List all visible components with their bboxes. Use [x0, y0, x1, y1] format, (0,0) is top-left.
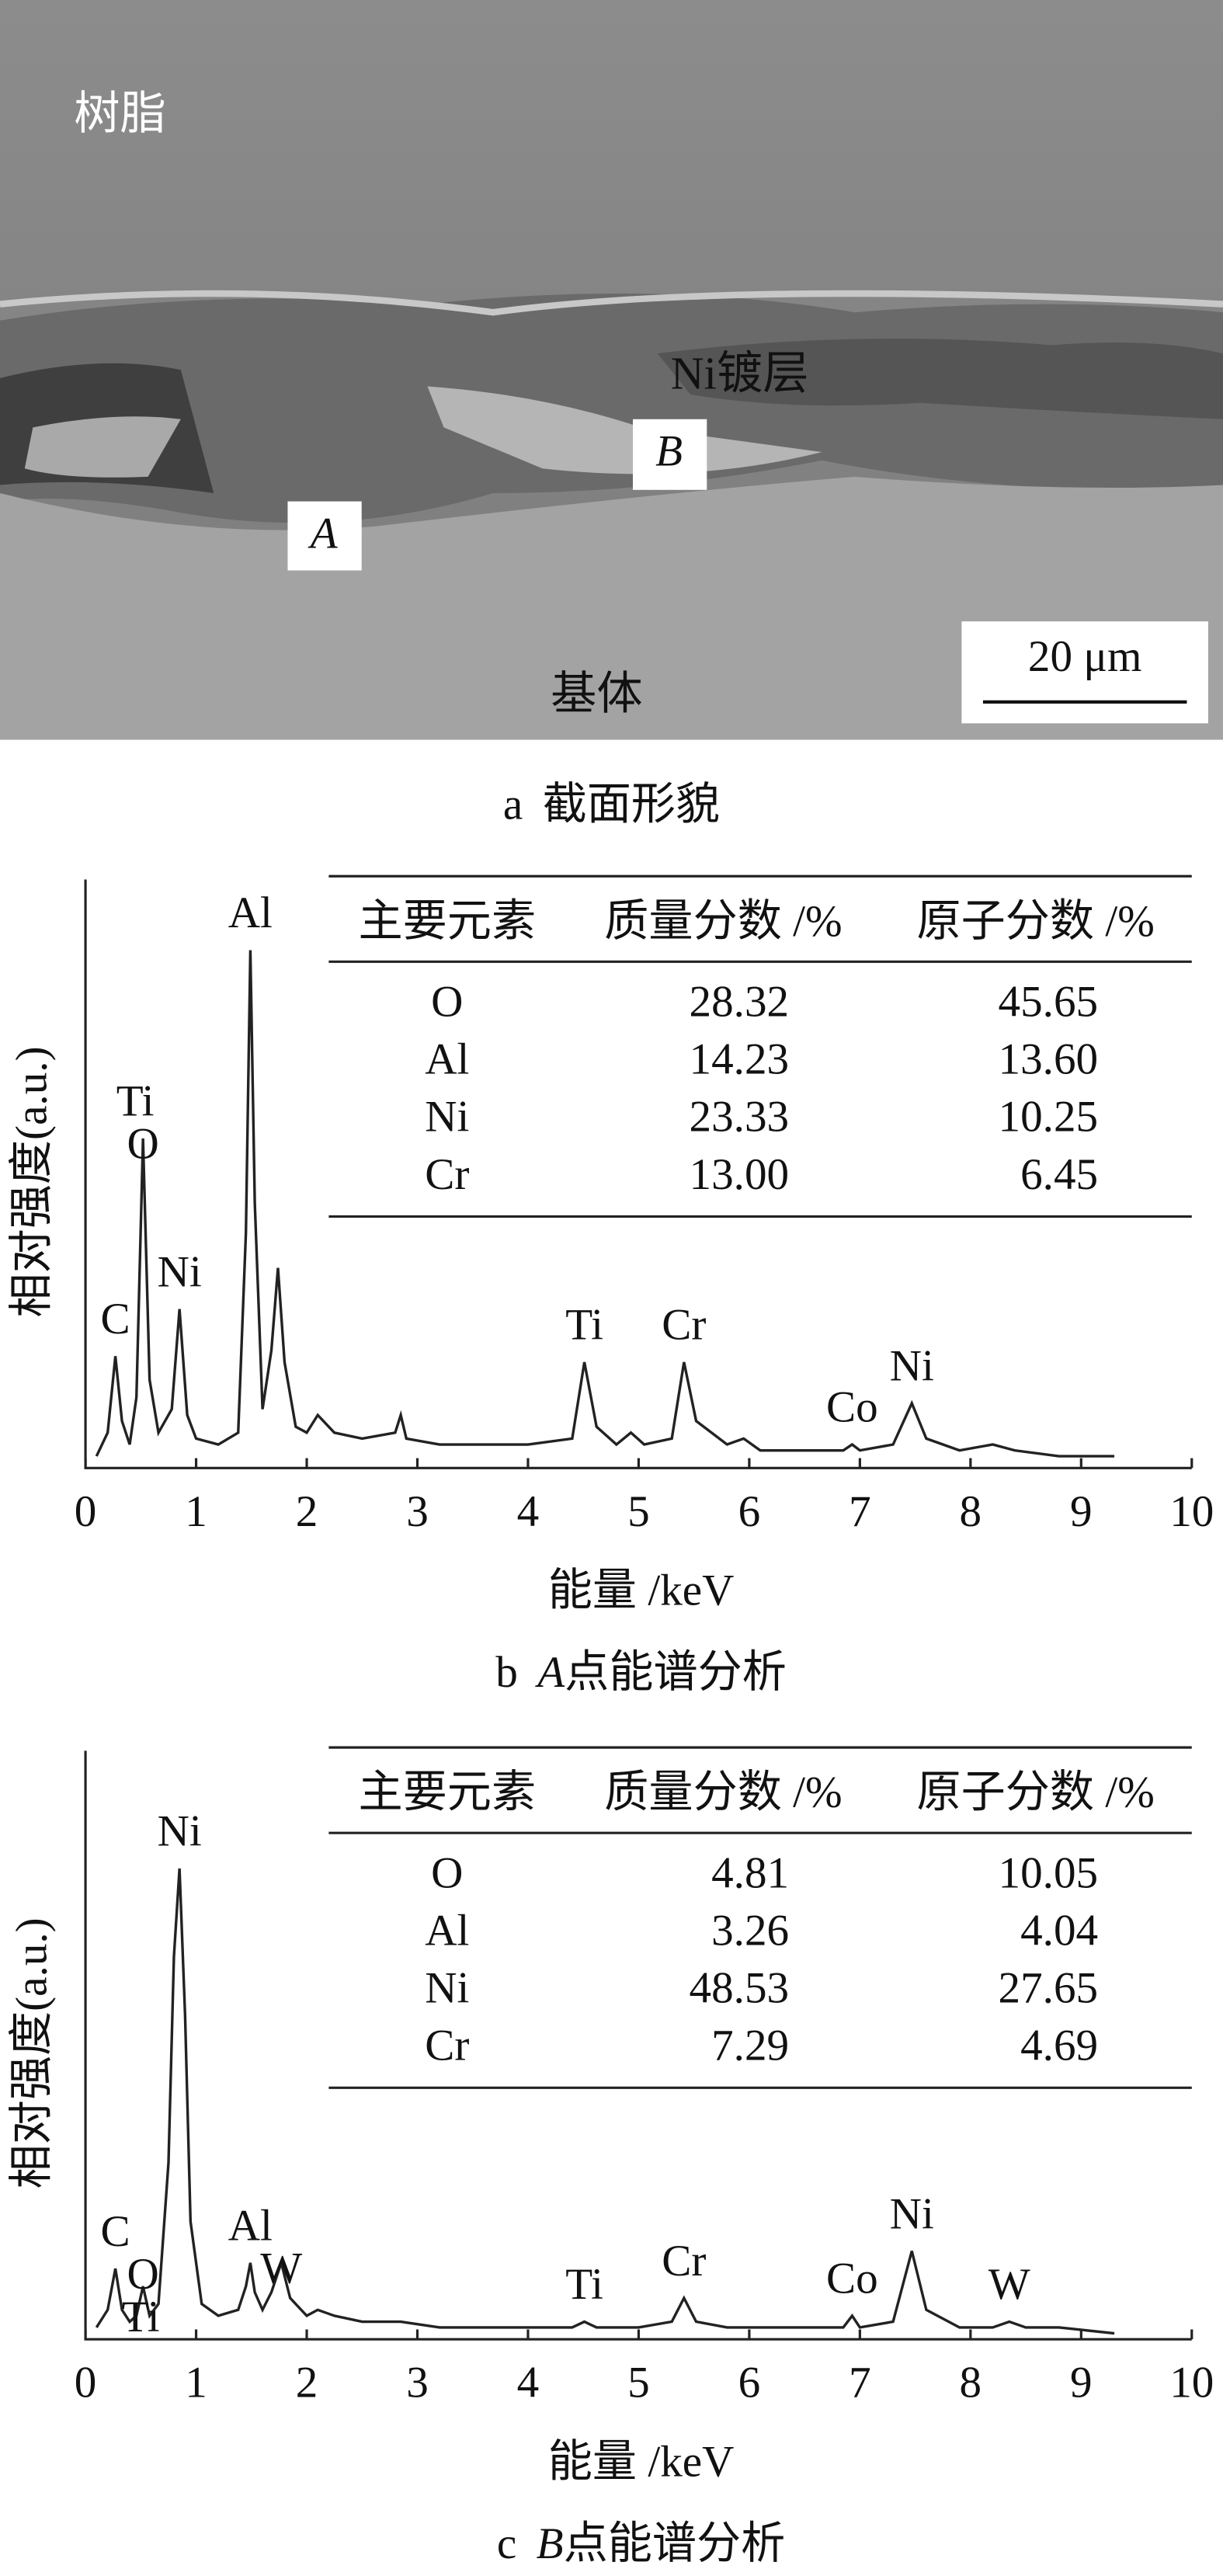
caption: b A点能谱分析 [495, 1648, 787, 1697]
x-tick-label: 9 [1070, 1487, 1093, 1536]
table-cell: 10.25 [999, 1093, 1099, 1142]
caption-text: 点能谱分析 [565, 1648, 787, 1697]
peak-label: Ni [158, 1807, 202, 1856]
peak-label: Ti [116, 1077, 155, 1126]
peak-label: C [100, 2207, 130, 2256]
spectrum [95, 1868, 1115, 2335]
x-tick-label: 10 [1169, 2359, 1214, 2407]
y-axis-label: 相对强度(a.u.) [8, 1046, 57, 1317]
x-tick-label: 0 [75, 1487, 97, 1536]
scale-bar-label: 20 μm [1028, 632, 1142, 681]
caption: a 截面形貌 [503, 780, 720, 829]
x-axis-label: 能量 /keV [548, 1566, 735, 1615]
peak-label: O [127, 2250, 159, 2299]
x-tick-label: 2 [296, 1487, 318, 1536]
caption: c B点能谱分析 [497, 2519, 785, 2568]
peak-label: W [260, 2244, 302, 2293]
table-header: 主要元素 [359, 897, 537, 946]
x-tick-label: 1 [185, 1487, 207, 1536]
peak-label: Ni [890, 2189, 934, 2238]
table-cell: 6.45 [1020, 1150, 1098, 1199]
peak-label: W [988, 2260, 1030, 2309]
peak-label: C [100, 1295, 130, 1344]
x-tick-label: 3 [406, 2359, 429, 2407]
spectrum [95, 950, 1115, 1458]
x-tick-label: 9 [1070, 2359, 1093, 2407]
coating-label: Ni镀层 [671, 347, 809, 398]
table-cell: Cr [425, 2022, 469, 2070]
caption-text: 点能谱分析 [564, 2519, 786, 2568]
caption-letter: c [497, 2519, 516, 2568]
table-cell: 3.26 [711, 1907, 789, 1955]
table-cell: 13.00 [690, 1150, 790, 1199]
table-cell: 4.69 [1020, 2022, 1098, 2070]
peak-label: Ti [565, 2260, 603, 2309]
peak-label: Ti [565, 1301, 603, 1350]
table-cell: 7.29 [711, 2022, 789, 2070]
x-tick-label: 8 [960, 1487, 982, 1536]
peak-label: Ni [890, 1342, 934, 1391]
peak-label: Cr [662, 1301, 706, 1350]
y-axis-label: 相对强度(a.u.) [8, 1917, 57, 2188]
table-header: 原子分数 /% [916, 1768, 1154, 1817]
x-tick-label: 1 [185, 2359, 207, 2407]
resin-label: 树脂 [74, 88, 166, 139]
x-tick-label: 6 [738, 1487, 761, 1536]
table-cell: 48.53 [690, 1964, 790, 2013]
caption-letter: b [495, 1648, 518, 1697]
peak-label: Co [826, 2254, 878, 2303]
x-tick-label: 8 [960, 2359, 982, 2407]
table-cell: 45.65 [999, 978, 1099, 1027]
x-axis-label: 能量 /keV [548, 2437, 735, 2486]
x-tick-label: 5 [627, 2359, 650, 2407]
table-cell: 28.32 [690, 978, 790, 1027]
x-tick-label: 4 [517, 2359, 540, 2407]
table-cell: 27.65 [999, 1964, 1099, 2013]
table-cell: 14.23 [690, 1035, 790, 1084]
peak-label: Cr [662, 2237, 706, 2286]
table-cell: O [431, 978, 463, 1027]
point-a-label: A [307, 509, 339, 558]
table-cell: Cr [425, 1150, 469, 1199]
table-cell: 4.04 [1020, 1907, 1098, 1955]
table-cell: Al [425, 1907, 469, 1955]
x-tick-label: 3 [406, 1487, 429, 1536]
table-header: 质量分数 /% [604, 897, 842, 946]
table-cell: Ni [425, 1093, 469, 1142]
table-cell: Al [425, 1035, 469, 1084]
x-tick-label: 5 [627, 1487, 650, 1536]
peak-label: Ti [122, 2293, 160, 2341]
caption-text: 截面形貌 [543, 780, 721, 829]
table-header: 原子分数 /% [916, 897, 1154, 946]
x-tick-label: 7 [849, 1487, 871, 1536]
table-cell: 10.05 [999, 1848, 1099, 1897]
peak-label: O [127, 1120, 159, 1169]
table-header: 主要元素 [359, 1768, 537, 1817]
sem-image: 树脂 Ni镀层 B A 基体 20 μm [0, 0, 1223, 740]
table-header: 质量分数 /% [604, 1768, 842, 1817]
point-b-label: B [655, 426, 683, 475]
caption-point: B [537, 2519, 564, 2568]
table-cell: Ni [425, 1964, 469, 2013]
caption-point: A [534, 1648, 565, 1697]
x-tick-label: 7 [849, 2359, 871, 2407]
substrate-label: 基体 [551, 668, 643, 719]
caption-letter: a [503, 780, 523, 829]
peak-label: Al [228, 2201, 273, 2250]
x-tick-label: 10 [1169, 1487, 1214, 1536]
table-cell: O [431, 1848, 463, 1897]
peak-label: Al [228, 888, 273, 937]
table-cell: 23.33 [690, 1093, 790, 1142]
peak-label: Co [826, 1383, 878, 1432]
x-tick-label: 2 [296, 2359, 318, 2407]
table-cell: 13.60 [999, 1035, 1099, 1084]
peak-label: Ni [158, 1247, 202, 1296]
x-tick-label: 6 [738, 2359, 761, 2407]
table-cell: 4.81 [711, 1848, 789, 1897]
x-tick-label: 4 [517, 1487, 540, 1536]
x-tick-label: 0 [75, 2359, 97, 2407]
